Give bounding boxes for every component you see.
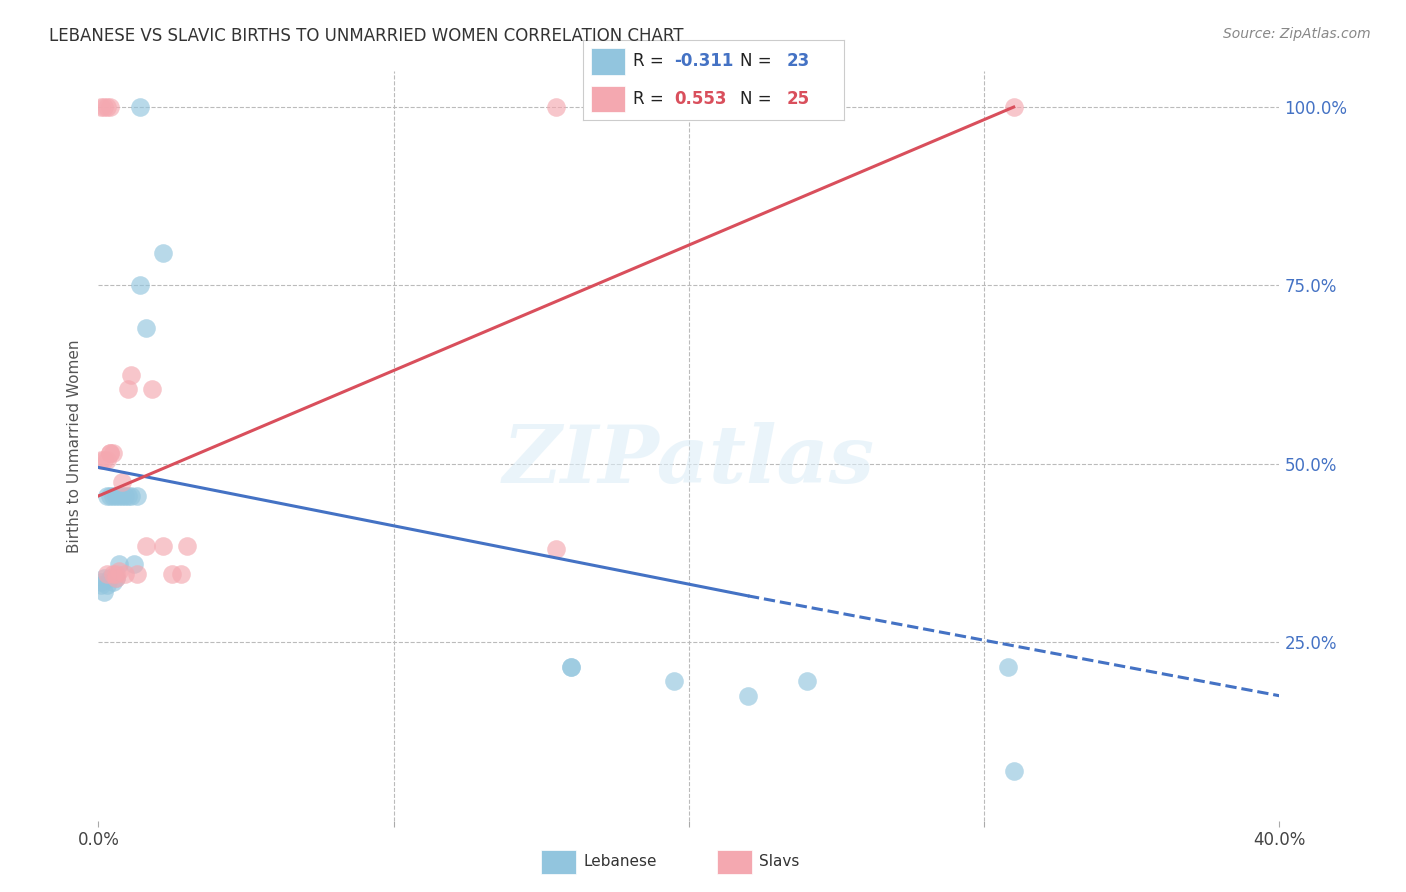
Text: 25: 25	[786, 90, 810, 108]
Point	[105, 571, 128, 585]
Point	[96, 489, 118, 503]
Point	[105, 567, 128, 582]
Point	[1002, 100, 1025, 114]
Point	[96, 453, 118, 467]
Point	[98, 489, 121, 503]
Text: N =: N =	[740, 90, 776, 108]
FancyBboxPatch shape	[592, 48, 626, 75]
Point	[98, 100, 121, 114]
Point	[162, 567, 183, 582]
Point	[135, 539, 157, 553]
Point	[90, 578, 112, 592]
Point	[108, 557, 131, 571]
Point	[108, 564, 131, 578]
Point	[796, 674, 818, 689]
Point	[664, 674, 686, 689]
Text: -0.311: -0.311	[675, 52, 734, 70]
Text: LEBANESE VS SLAVIC BIRTHS TO UNMARRIED WOMEN CORRELATION CHART: LEBANESE VS SLAVIC BIRTHS TO UNMARRIED W…	[49, 27, 683, 45]
Point	[96, 578, 118, 592]
Point	[114, 567, 136, 582]
Point	[546, 542, 568, 557]
Point	[120, 489, 142, 503]
Point	[546, 100, 568, 114]
Text: R =: R =	[633, 90, 669, 108]
Point	[125, 489, 148, 503]
Point	[111, 489, 134, 503]
Point	[108, 489, 131, 503]
Point	[93, 453, 115, 467]
Text: ZIPatlas: ZIPatlas	[503, 422, 875, 500]
Point	[125, 567, 148, 582]
Point	[96, 567, 118, 582]
Point	[117, 382, 139, 396]
Point	[122, 557, 145, 571]
Point	[90, 574, 112, 589]
Point	[103, 489, 125, 503]
Point	[152, 539, 174, 553]
Text: Slavs: Slavs	[759, 855, 800, 869]
Point	[1002, 764, 1025, 778]
Point	[135, 321, 157, 335]
Point	[111, 475, 134, 489]
Point	[90, 453, 112, 467]
Point	[103, 446, 125, 460]
Point	[98, 446, 121, 460]
Point	[105, 571, 128, 585]
Text: 23: 23	[786, 52, 810, 70]
Point	[105, 489, 128, 503]
Point	[90, 100, 112, 114]
FancyBboxPatch shape	[541, 850, 576, 873]
Text: N =: N =	[740, 52, 776, 70]
Point	[98, 571, 121, 585]
Point	[120, 368, 142, 382]
Point	[114, 489, 136, 503]
Point	[560, 660, 582, 674]
Y-axis label: Births to Unmarried Women: Births to Unmarried Women	[67, 339, 83, 553]
Point	[98, 446, 121, 460]
Point	[128, 100, 150, 114]
Point	[170, 567, 193, 582]
Point	[103, 574, 125, 589]
Text: Source: ZipAtlas.com: Source: ZipAtlas.com	[1223, 27, 1371, 41]
Point	[152, 246, 174, 260]
Point	[93, 571, 115, 585]
Point	[93, 585, 115, 599]
Point	[560, 660, 582, 674]
Point	[93, 100, 115, 114]
Text: Lebanese: Lebanese	[583, 855, 657, 869]
Point	[128, 278, 150, 293]
Point	[141, 382, 163, 396]
FancyBboxPatch shape	[717, 850, 752, 873]
Text: R =: R =	[633, 52, 669, 70]
Point	[997, 660, 1019, 674]
FancyBboxPatch shape	[592, 86, 626, 112]
Text: 0.553: 0.553	[675, 90, 727, 108]
Point	[176, 539, 198, 553]
Point	[103, 567, 125, 582]
Point	[96, 100, 118, 114]
Point	[117, 489, 139, 503]
Point	[737, 689, 759, 703]
